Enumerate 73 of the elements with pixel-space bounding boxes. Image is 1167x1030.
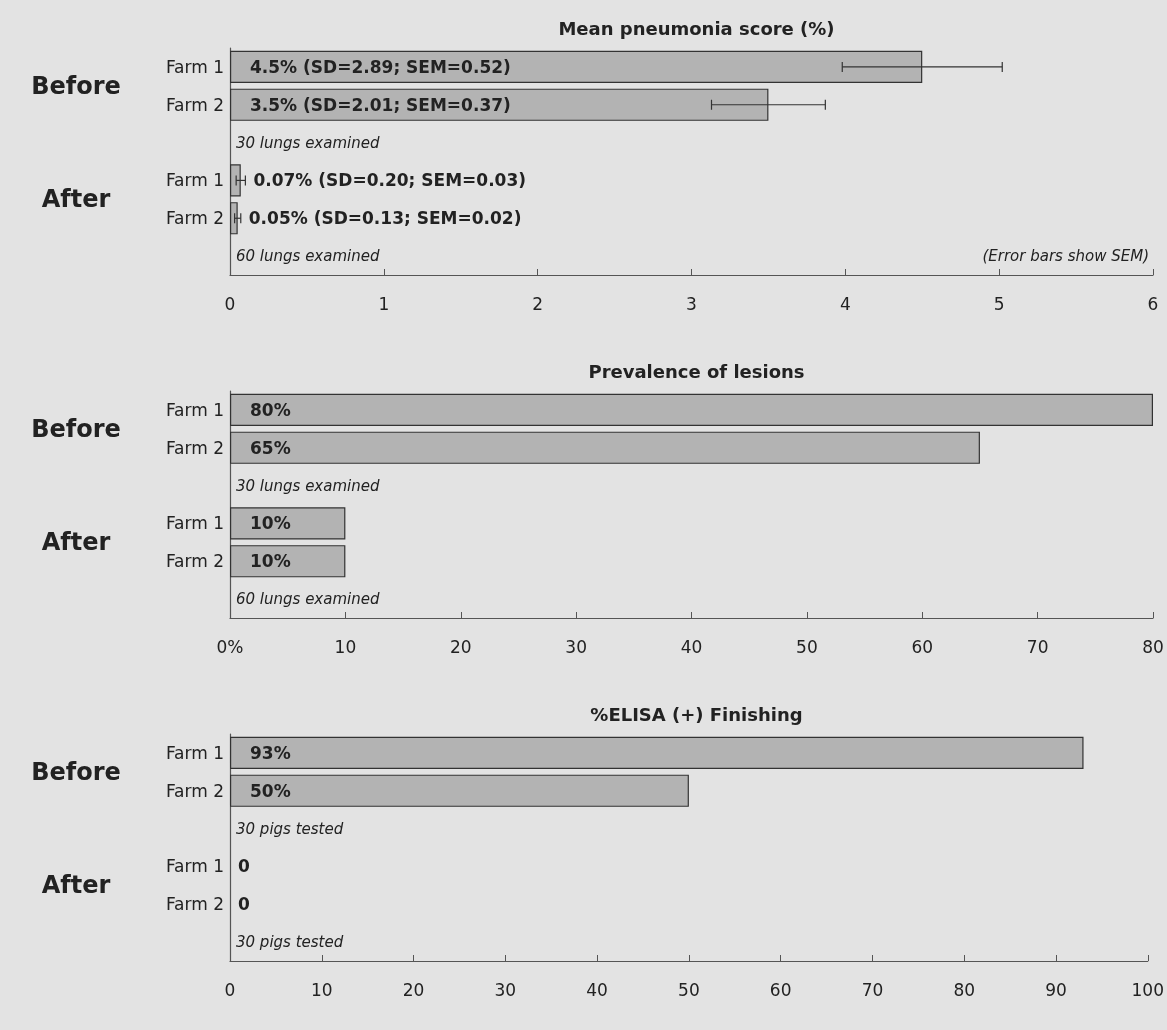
- x-tick-label: 0: [224, 293, 236, 314]
- bar: [230, 393, 1153, 426]
- x-tick-label: 20: [402, 979, 425, 1000]
- data-label: 0.07% (SD=0.20; SEM=0.03): [253, 170, 527, 191]
- x-tick-label: 5: [993, 293, 1005, 314]
- data-label: 3.5% (SD=2.01; SEM=0.37): [250, 94, 511, 115]
- annotation: 60 lungs examined: [236, 247, 380, 266]
- y-tick-label: Farm 1: [165, 513, 224, 534]
- x-tick-label: 30: [494, 979, 517, 1000]
- bar: [230, 507, 346, 540]
- annotation: 30 lungs examined: [236, 476, 380, 495]
- x-tick-label: 10: [334, 636, 357, 657]
- x-tick-label: 20: [449, 636, 472, 657]
- x-tick-label: 3: [686, 293, 697, 314]
- x-tick-label: 90: [1045, 979, 1067, 1000]
- y-tick-label: Farm 2: [165, 208, 224, 229]
- y-tick-label: Farm 2: [165, 894, 224, 915]
- x-tick-label: 0%: [216, 636, 244, 657]
- text: Before: [31, 71, 121, 100]
- data-label: 10%: [250, 513, 291, 534]
- y-tick-label: Farm 2: [165, 551, 224, 572]
- data-label: 10%: [250, 551, 291, 572]
- x-tick-label: 80: [1142, 636, 1164, 657]
- x-tick-label: 30: [565, 636, 587, 657]
- x-tick-label: 70: [1026, 636, 1049, 657]
- x-tick-label: 2: [532, 293, 544, 314]
- data-label: 4.5% (SD=2.89; SEM=0.52): [250, 56, 511, 77]
- annotation: 30 pigs tested: [236, 819, 344, 838]
- data-label: 0: [238, 894, 250, 915]
- x-tick-label: 4: [839, 293, 851, 314]
- y-tick-label: Farm 1: [165, 170, 224, 191]
- x-tick-label: 100: [1131, 979, 1164, 1000]
- annotation: 30 pigs tested: [236, 933, 344, 952]
- data-label: 80%: [250, 399, 291, 420]
- x-tick-label: 40: [586, 979, 608, 1000]
- data-label: 65%: [250, 437, 291, 458]
- annotation: (Error bars show SEM): [982, 247, 1149, 266]
- y-tick-label: Farm 2: [165, 94, 224, 115]
- x-tick-label: 6: [1147, 293, 1159, 314]
- y-tick-label: Farm 1: [165, 742, 224, 763]
- chart-title: Mean pneumonia score (%): [558, 17, 835, 39]
- annotation: 60 lungs examined: [236, 590, 380, 609]
- y-tick-label: Farm 2: [165, 437, 224, 458]
- y-tick-label: Farm 2: [165, 780, 224, 801]
- text: Before: [31, 414, 121, 443]
- x-tick-label: 10: [310, 979, 333, 1000]
- data-label: 50%: [250, 780, 291, 801]
- x-tick-label: 60: [769, 979, 792, 1000]
- text: Before: [31, 757, 121, 786]
- text: After: [41, 871, 111, 900]
- x-tick-label: 50: [796, 636, 818, 657]
- annotation: 30 lungs examined: [236, 133, 380, 152]
- y-tick-label: Farm 1: [165, 56, 224, 77]
- data-label: 0: [238, 856, 250, 877]
- x-tick-label: 1: [378, 293, 390, 314]
- bar: [230, 545, 346, 578]
- y-tick-label: Farm 1: [165, 856, 224, 877]
- x-tick-label: 50: [678, 979, 700, 1000]
- chart-title: Prevalence of lesions: [588, 360, 805, 382]
- chart-title: %ELISA (+) Finishing: [590, 703, 803, 725]
- data-label: 93%: [250, 742, 291, 763]
- bar: [230, 431, 980, 464]
- text: After: [41, 185, 111, 214]
- bar: [230, 202, 238, 235]
- x-tick-label: 60: [911, 636, 934, 657]
- x-tick-label: 40: [680, 636, 703, 657]
- y-tick-label: Farm 1: [165, 399, 224, 420]
- x-tick-label: 70: [861, 979, 884, 1000]
- bar: [230, 164, 241, 197]
- data-label: 0.05% (SD=0.13; SEM=0.02): [248, 208, 522, 229]
- text: After: [41, 528, 111, 557]
- x-tick-label: 0: [224, 979, 236, 1000]
- x-tick-label: 80: [953, 979, 976, 1000]
